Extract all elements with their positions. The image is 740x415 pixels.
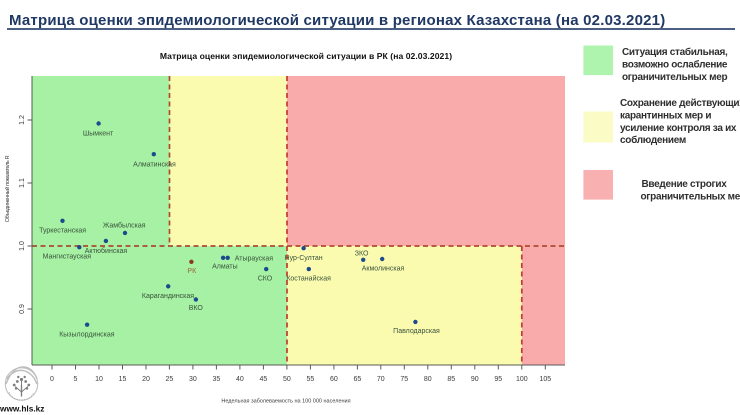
svg-text:ЗКО: ЗКО	[355, 250, 369, 257]
svg-text:25: 25	[166, 376, 174, 383]
svg-text:Кызылординская: Кызылординская	[59, 332, 115, 339]
svg-text:Туркестанская: Туркестанская	[39, 227, 86, 234]
svg-text:СКО: СКО	[258, 275, 273, 282]
svg-text:ограничительных мер: ограничительных мер	[641, 192, 740, 203]
svg-text:0: 0	[50, 376, 54, 383]
svg-text:105: 105	[539, 376, 551, 383]
svg-text:95: 95	[494, 376, 502, 383]
svg-text:50: 50	[283, 376, 291, 383]
svg-text:возможно ослабление: возможно ослабление	[622, 59, 728, 71]
svg-text:Костанайская: Костанайская	[286, 275, 331, 283]
svg-text:Матрица оценки эпидемиологичес: Матрица оценки эпидемиологической ситуац…	[9, 12, 665, 29]
svg-text:45: 45	[260, 376, 268, 383]
svg-text:Ситуация стабильная,: Ситуация стабильная,	[622, 46, 728, 58]
svg-text:10: 10	[95, 376, 103, 383]
svg-text:80: 80	[424, 376, 432, 383]
svg-text:70: 70	[377, 376, 385, 383]
svg-text:15: 15	[119, 376, 127, 383]
svg-text:Павлодарская: Павлодарская	[393, 328, 440, 335]
svg-text:60: 60	[330, 376, 338, 383]
svg-text:Актюбинская: Актюбинская	[85, 247, 128, 255]
svg-text:Шымкент: Шымкент	[83, 130, 114, 137]
svg-text:Мангистауская: Мангистауская	[43, 253, 92, 260]
svg-text:1.0: 1.0	[19, 241, 26, 251]
svg-text:1.1: 1.1	[19, 178, 26, 188]
svg-text:Акмолинская: Акмолинская	[362, 266, 405, 273]
svg-text:Недельная заболеваемость на 10: Недельная заболеваемость на 100 000 насе…	[221, 399, 350, 405]
svg-text:Карагандинская: Карагандинская	[142, 293, 194, 300]
svg-text:30: 30	[189, 376, 197, 383]
svg-text:Сохранение действующих: Сохранение действующих	[620, 98, 740, 109]
svg-text:35: 35	[213, 376, 221, 383]
svg-text:РК: РК	[187, 268, 197, 275]
svg-text:85: 85	[447, 376, 455, 383]
svg-text:20: 20	[142, 376, 150, 383]
svg-text:Алматы: Алматы	[212, 264, 238, 271]
svg-text:75: 75	[400, 376, 408, 383]
svg-text:5: 5	[74, 376, 78, 383]
svg-text:65: 65	[354, 376, 362, 383]
svg-text:соблюдением: соблюдением	[620, 134, 686, 146]
svg-text:Жамбылская: Жамбылская	[103, 222, 146, 230]
svg-text:40: 40	[236, 376, 244, 383]
svg-text:0.9: 0.9	[19, 304, 26, 314]
svg-text:ВКО: ВКО	[189, 305, 204, 312]
svg-text:Алматинская: Алматинская	[133, 161, 176, 168]
svg-text:55: 55	[307, 376, 315, 383]
svg-text:ограничительных мер: ограничительных мер	[622, 72, 728, 83]
svg-text:Матрица оценки эпидемиологичес: Матрица оценки эпидемиологической ситуац…	[160, 51, 452, 61]
svg-text:Объединенный показатель R: Объединенный показатель R	[4, 155, 11, 222]
svg-text:100: 100	[516, 376, 528, 383]
svg-text:карантинных мер и: карантинных мер и	[620, 111, 711, 122]
svg-text:www.hls.kz: www.hls.kz	[0, 404, 44, 414]
svg-text:1.2: 1.2	[19, 115, 26, 125]
svg-text:Введение строгих: Введение строгих	[642, 179, 728, 190]
svg-text:Нур-Султан: Нур-Султан	[285, 255, 323, 262]
svg-text:90: 90	[471, 376, 479, 383]
svg-text:Атырауская: Атырауская	[235, 255, 273, 262]
svg-text:усиление контроля за их: усиление контроля за их	[620, 123, 737, 134]
